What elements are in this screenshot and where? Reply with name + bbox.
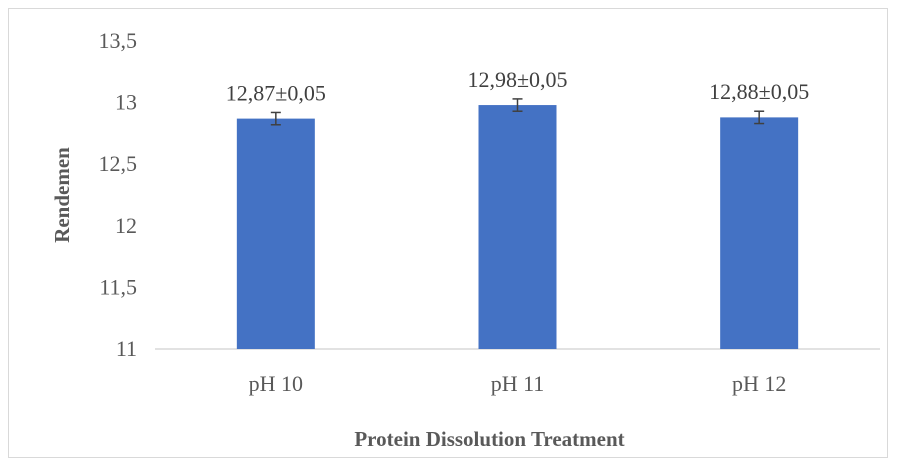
- y-axis-ticks: 11 11,5 12 12,5 13 13,5: [99, 28, 138, 361]
- data-label-3: 12,88±0,05: [709, 79, 809, 104]
- bar-3: [720, 117, 799, 349]
- x-tick-label: pH 11: [491, 371, 545, 396]
- error-bar-2: [512, 98, 523, 112]
- bars: 12,87±0,05 12,98±0,05 12,88±0,05: [226, 67, 809, 350]
- bar-2: [478, 105, 557, 350]
- x-axis-title: Protein Dissolution Treatment: [354, 427, 624, 451]
- data-label-1: 12,87±0,05: [226, 80, 326, 105]
- y-tick-label: 12: [115, 213, 137, 238]
- y-axis-title: Rendemen: [50, 147, 74, 243]
- y-tick-label: 11: [116, 336, 137, 361]
- bar-1: [236, 118, 315, 349]
- error-bar-1: [270, 111, 281, 126]
- x-axis-ticks: pH 10 pH 11 pH 12: [249, 371, 787, 396]
- y-tick-label: 13,5: [99, 28, 138, 53]
- y-tick-label: 12,5: [99, 151, 138, 176]
- x-tick-label: pH 10: [249, 371, 303, 396]
- y-tick-label: 11,5: [99, 274, 137, 299]
- data-label-2: 12,98±0,05: [467, 67, 567, 92]
- y-tick-label: 13: [115, 90, 137, 115]
- error-bar-3: [754, 110, 765, 125]
- x-tick-label: pH 12: [732, 371, 786, 396]
